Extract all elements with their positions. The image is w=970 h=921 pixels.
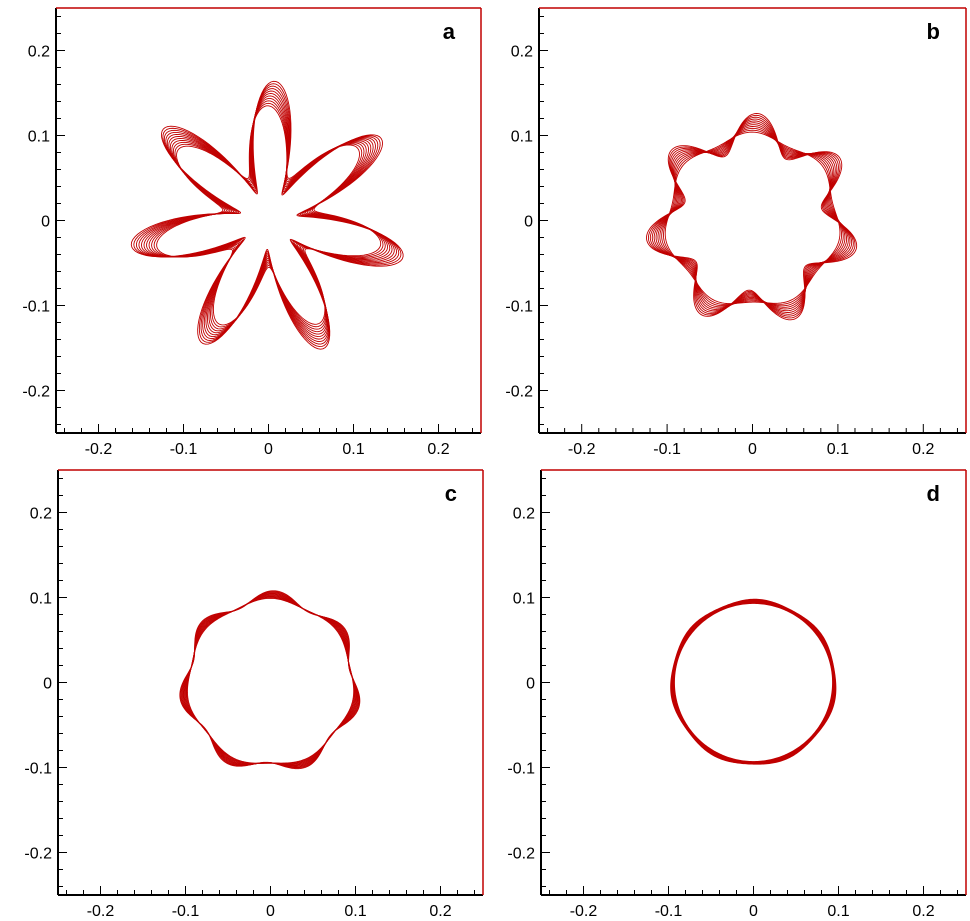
y-tick-label: 0.1 [28,129,50,146]
contour-line [179,590,361,770]
contour-line [647,114,856,319]
contour-line [646,113,858,321]
contour-line [651,118,853,315]
y-tick-label: -0.2 [505,384,533,401]
contour-line [143,92,393,338]
contour-line [659,126,846,308]
y-tick-label: 0 [524,214,533,231]
x-tick-label: -0.1 [172,903,200,920]
y-tick-label: 0.1 [513,591,535,608]
contour-group [179,590,361,770]
contour-line [151,100,386,330]
y-tick-label: 0.2 [511,44,533,61]
y-tick-label: 0.2 [30,506,52,523]
y-tick-label: 0.2 [28,44,50,61]
x-tick-label: 0.2 [912,903,934,920]
contour-line [153,102,384,328]
x-tick-label: 0 [748,441,757,458]
y-tick-label: -0.1 [22,299,50,316]
x-tick-label: 0 [749,903,758,920]
x-tick-label: 0 [264,441,273,458]
contour-line [664,131,841,305]
contour-line [673,602,834,763]
contour-group [130,80,404,350]
panel-letter: b [927,19,940,44]
x-tick-label: -0.1 [653,441,681,458]
contour-line [138,88,397,343]
contour-line [148,97,388,333]
panel-b: -0.2 -0.1 0 0.1 0.2 -0.2 -0.1 0 0.1 0.2 b [505,7,967,458]
contour-line [670,598,837,765]
x-tick-label: 0.2 [427,441,449,458]
contour-line [140,90,395,340]
x-tick-label: -0.2 [87,903,115,920]
x-tick-label: 0.2 [429,903,451,920]
y-tick-label: 0 [526,676,535,693]
contour-line [135,85,400,345]
y-tick-label: -0.2 [507,846,535,863]
panel-c: -0.2 -0.1 0 0.1 0.2 -0.2 -0.1 0 0.1 0.2 c [24,469,484,920]
contour-line [649,116,854,317]
contour-line [146,95,391,335]
contour-line [180,591,360,768]
y-tick-label: -0.1 [507,761,535,778]
x-tick-label: -0.1 [170,441,198,458]
contour-line [655,122,849,312]
panel-a: -0.2 -0.1 0 0.1 0.2 -0.2 -0.1 0 0.1 0.2 a [22,7,482,458]
contour-line [180,591,360,769]
contour-line [657,124,848,310]
x-tick-label: 0.1 [827,441,849,458]
contour-group [670,598,837,765]
panel-d: -0.2 -0.1 0 0.1 0.2 -0.2 -0.1 0 0.1 0.2 d [507,469,967,920]
y-tick-label: 0.1 [511,129,533,146]
x-tick-label: 0 [266,903,275,920]
x-tick-label: 0.1 [827,903,849,920]
contour-line [133,83,402,348]
y-tick-label: -0.1 [505,299,533,316]
contour-group [646,113,858,321]
contour-line [653,120,851,313]
x-tick-label: -0.2 [570,903,598,920]
x-tick-label: 0.2 [912,441,934,458]
contour-line [661,127,844,307]
contour-line [130,80,404,350]
x-tick-label: -0.2 [85,441,113,458]
y-tick-label: 0 [43,676,52,693]
panel-letter: c [445,481,457,506]
y-tick-label: -0.2 [22,384,50,401]
y-tick-label: -0.2 [24,846,52,863]
x-tick-label: -0.2 [568,441,596,458]
panel-letter: a [443,19,456,44]
y-tick-label: -0.1 [24,761,52,778]
y-tick-label: 0 [41,214,50,231]
y-tick-label: 0.2 [513,506,535,523]
x-tick-label: -0.1 [655,903,683,920]
x-tick-label: 0.1 [342,441,364,458]
y-tick-label: 0.1 [30,591,52,608]
x-tick-label: 0.1 [344,903,366,920]
panel-letter: d [927,481,940,506]
contour-line [663,129,843,305]
